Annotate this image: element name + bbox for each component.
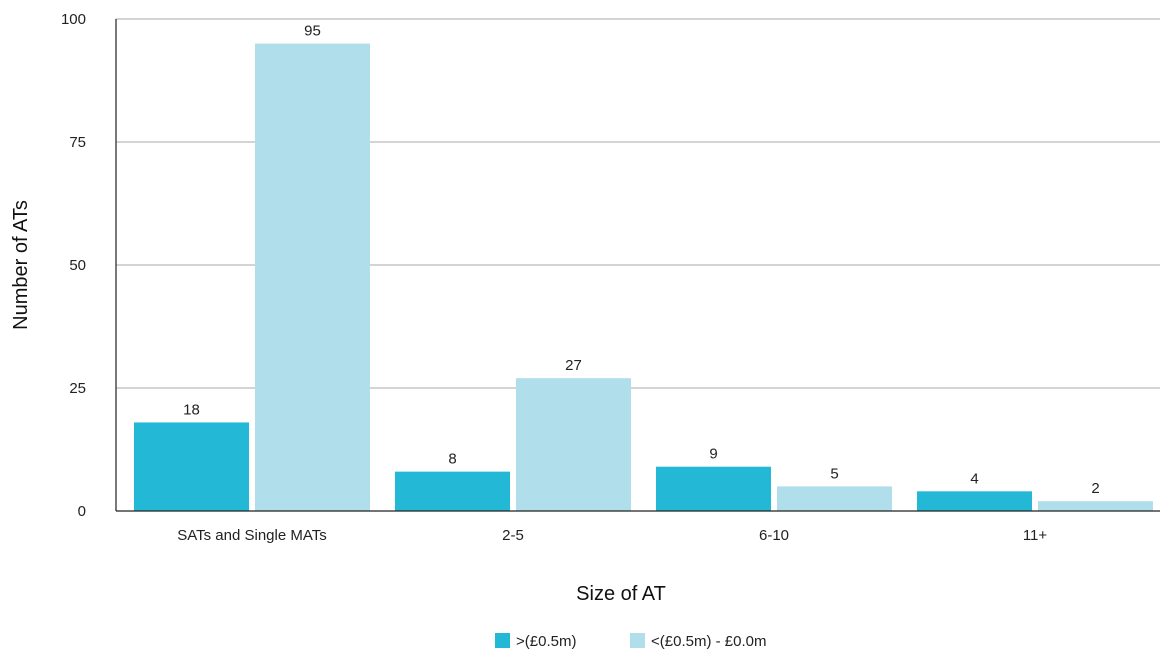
- x-tick-labels: SATs and Single MATs 2-5 6-10 11+: [177, 527, 1047, 544]
- x-tick-label: 6-10: [759, 527, 789, 544]
- data-label: 9: [709, 446, 717, 463]
- bar-series-2: [516, 378, 631, 511]
- data-label: 27: [565, 357, 582, 374]
- bar-series-1: [917, 491, 1032, 511]
- y-tick-label: 75: [69, 134, 86, 151]
- bar-series-1: [656, 466, 771, 511]
- y-axis-title: Number of ATs: [10, 200, 32, 330]
- bar-series-2: [777, 486, 892, 511]
- y-tick-label: 50: [69, 257, 86, 274]
- data-label: 18: [183, 401, 200, 418]
- y-tick-label: 100: [61, 11, 86, 28]
- legend-label: <(£0.5m) - £0.0m: [651, 633, 766, 650]
- y-tick-label: 0: [78, 503, 86, 520]
- data-label: 8: [448, 451, 456, 468]
- bar-series-2: [255, 43, 370, 511]
- legend: >(£0.5m) <(£0.5m) - £0.0m: [495, 633, 766, 650]
- y-tick-labels: 0 25 50 75 100: [61, 11, 86, 520]
- x-tick-label: 2-5: [502, 527, 524, 544]
- y-tick-label: 25: [69, 380, 86, 397]
- data-label: 95: [304, 23, 321, 40]
- x-axis-title: Size of AT: [576, 583, 666, 605]
- data-label: 4: [970, 470, 978, 487]
- legend-swatch: [630, 633, 645, 648]
- legend-swatch: [495, 633, 510, 648]
- bars: [134, 43, 1153, 511]
- bar-series-1: [395, 471, 510, 511]
- bar-series-1: [134, 422, 249, 511]
- x-tick-label: 11+: [1023, 527, 1048, 544]
- bar-series-2: [1038, 501, 1153, 511]
- legend-label: >(£0.5m): [516, 633, 576, 650]
- x-tick-label: SATs and Single MATs: [177, 527, 327, 544]
- data-label: 5: [830, 465, 838, 482]
- data-label: 2: [1091, 480, 1099, 497]
